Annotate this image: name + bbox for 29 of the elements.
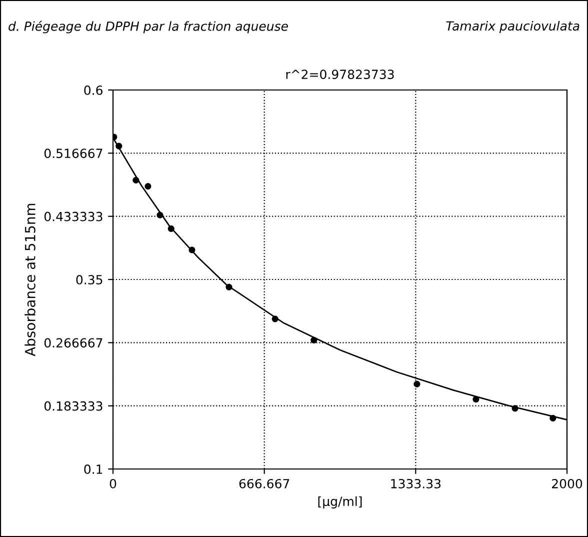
point [310,336,318,344]
point [116,142,122,150]
point [188,246,196,254]
y-tick-label: 0.516667 [44,148,102,158]
y-axis-title: Absorbance at 515nm [24,204,36,356]
x-tick-label: 2000 [552,478,582,488]
y-tick-label: 0.35 [76,274,102,284]
point [414,380,420,388]
point [132,176,140,184]
point [512,405,518,412]
point [168,225,174,232]
point [472,396,480,403]
chart-title: r^2=0.97823733 [286,70,394,80]
y-tick-label: 0.266667 [44,338,102,348]
point [226,284,232,290]
text: Tamarix pauciovulata [446,20,580,34]
x-axis-title: [µg/ml] [318,496,362,508]
y-tick-label: 0.183333 [44,401,102,411]
point [144,182,152,190]
x-tick-label: 0 [110,478,116,488]
x-tick-label: 666.667 [239,478,290,488]
point [550,414,556,422]
point [156,212,164,218]
y-tick-label: 0.433333 [44,212,102,222]
text: d. Piégeage du DPPH par la fraction aqueuse [8,20,288,34]
y-tick-label: 0.6 [84,85,102,95]
y-tick-label: 0.1 [84,464,102,474]
x-tick-label: 1333.33 [391,478,441,488]
point [272,316,278,322]
